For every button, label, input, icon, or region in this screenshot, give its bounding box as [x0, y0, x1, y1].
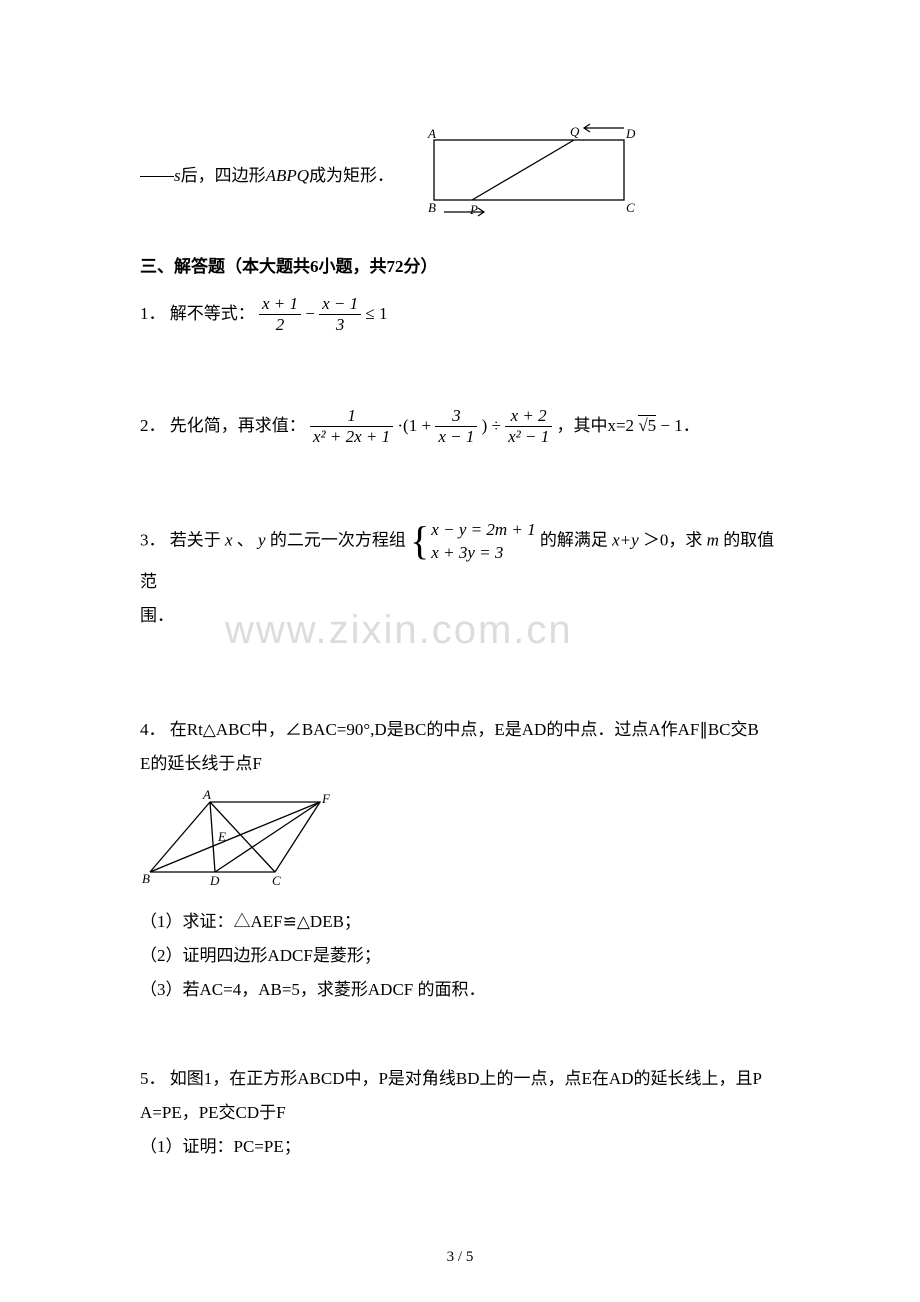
svg-text:D: D — [209, 873, 220, 887]
q3-system: { x − y = 2m + 1 x + 3y = 3 — [410, 518, 536, 566]
q3-mid2: 的二元一次方程组 — [270, 530, 406, 549]
q3-y: y — [258, 530, 266, 549]
q2-close: ) ÷ — [482, 416, 506, 435]
q3-mid1: 、 — [237, 530, 254, 549]
question-3: 3． 若关于 x 、 y 的二元一次方程组 { x − y = 2m + 1 x… — [140, 518, 780, 600]
q3-prefix: 若关于 — [170, 530, 221, 549]
q3-eq2: x + 3y = 3 — [431, 543, 503, 562]
svg-text:E: E — [217, 829, 226, 844]
q3-m: m — [707, 530, 719, 549]
svg-text:P: P — [469, 202, 478, 217]
rectangle-diagram: A D Q B P C — [414, 120, 644, 232]
q1-minus: − — [305, 304, 319, 323]
q3-num: 3． — [140, 530, 166, 549]
brace-icon: { — [410, 521, 429, 561]
q1-tail: ≤ 1 — [365, 304, 387, 323]
text-after-blank: 后，四边形 — [181, 159, 266, 193]
q2-tail: − 1． — [660, 416, 699, 435]
q2-num: 2． — [140, 416, 166, 435]
svg-text:Q: Q — [570, 124, 580, 139]
q3-x: x — [225, 530, 233, 549]
section-3-title: 三、解答题（本大题共6小题，共72分） — [140, 250, 780, 284]
q2-dot: ·(1 + — [397, 416, 435, 435]
q4-diagram: A F E B D C — [140, 787, 340, 899]
q3-after: 的解满足 — [540, 530, 608, 549]
q2-f2: 3 x − 1 — [435, 406, 477, 448]
q3-gt: ＞0，求 — [643, 530, 703, 549]
q1-frac1: x + 1 2 — [259, 294, 301, 336]
page-footer: 3 / 5 — [0, 1242, 920, 1272]
q2-f3: x + 2 x² − 1 — [505, 406, 552, 448]
q5-line1: 如图1，在正方形ABCD中，P是对角线BD上的一点，点E在AD的延长线上，且P — [170, 1069, 762, 1088]
q2-sqrt: √5 — [638, 415, 656, 435]
label-s: s — [174, 159, 181, 193]
q4-p2: （2）证明四边形ADCF是菱形； — [140, 939, 780, 973]
top-row: s 后，四边形 ABPQ 成为矩形． A D Q B P C — [140, 120, 780, 232]
q2-f1: 1 x² + 2x + 1 — [310, 406, 393, 448]
label-abpq: ABPQ — [266, 159, 309, 193]
question-4: 4． 在Rt△ABC中，∠BAC=90°,D是BC的中点，E是AD的中点．过点A… — [140, 713, 780, 747]
q1-frac2: x − 1 3 — [319, 294, 361, 336]
q3-line2: 围． — [140, 599, 780, 633]
q5-p1: （1）证明：PC=PE； — [140, 1130, 780, 1164]
q1-prefix: 解不等式： — [170, 304, 255, 323]
q4-num: 4． — [140, 720, 166, 739]
q3-cond: x+y — [612, 530, 639, 549]
svg-text:C: C — [272, 873, 281, 887]
q4-line1b: E的延长线于点F — [140, 747, 780, 781]
q1-num: 1． — [140, 304, 166, 323]
q3-eq1: x − y = 2m + 1 — [431, 520, 535, 539]
q2-where: ，其中x=2 — [556, 416, 634, 435]
question-2: 2． 先化简，再求值： 1 x² + 2x + 1 ·(1 + 3 x − 1 … — [140, 406, 780, 448]
q4-p1: （1）求证：△AEF≌△DEB； — [140, 905, 780, 939]
page: s 后，四边形 ABPQ 成为矩形． A D Q B P C 三、解答题（本大题… — [0, 0, 920, 1302]
q5-num: 5． — [140, 1069, 166, 1088]
q4-p3: （3）若AC=4，AB=5，求菱形ADCF 的面积． — [140, 973, 780, 1007]
svg-text:B: B — [142, 871, 150, 886]
q5-line2: A=PE，PE交CD于F — [140, 1096, 780, 1130]
svg-text:A: A — [427, 126, 436, 141]
svg-text:F: F — [321, 791, 331, 806]
svg-text:D: D — [625, 126, 636, 141]
svg-text:A: A — [202, 787, 211, 802]
text-end: 成为矩形． — [309, 159, 394, 193]
q4-line1a: 在Rt△ABC中，∠BAC=90°,D是BC的中点，E是AD的中点．过点A作AF… — [170, 720, 759, 739]
q2-prefix: 先化简，再求值： — [170, 416, 306, 435]
question-5: 5． 如图1，在正方形ABCD中，P是对角线BD上的一点，点E在AD的延长线上，… — [140, 1062, 780, 1096]
svg-text:C: C — [626, 200, 635, 215]
fill-blank[interactable] — [140, 176, 174, 177]
question-1: 1． 解不等式： x + 1 2 − x − 1 3 ≤ 1 — [140, 294, 780, 336]
svg-text:B: B — [428, 200, 436, 215]
